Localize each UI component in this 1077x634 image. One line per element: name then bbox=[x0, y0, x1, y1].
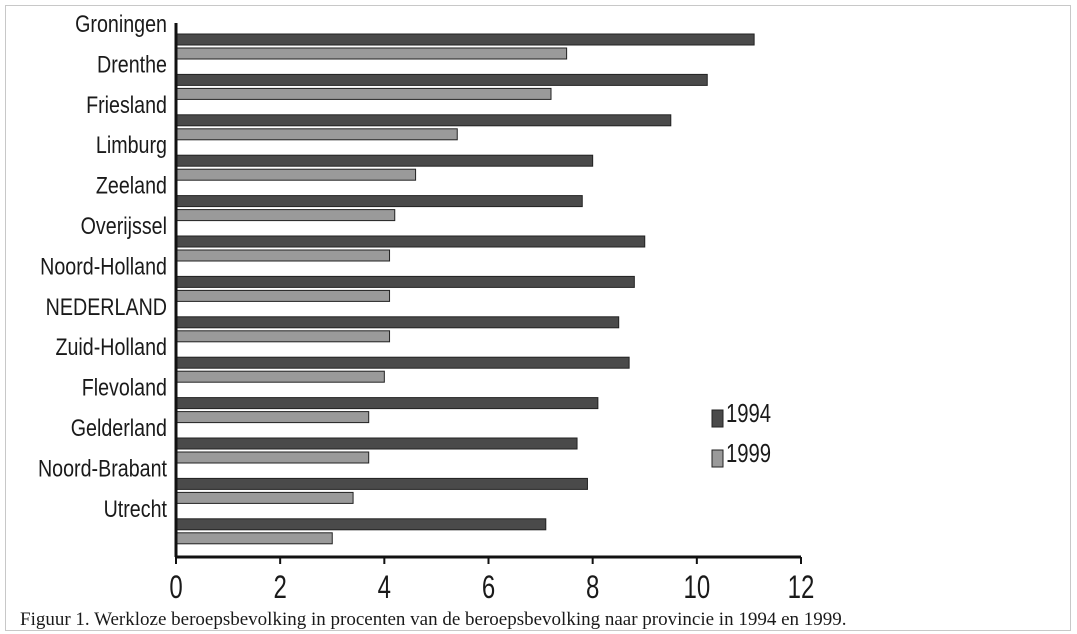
category-label: Zuid-Holland bbox=[55, 333, 167, 360]
bar-1999 bbox=[175, 209, 396, 222]
category-label: Groningen bbox=[75, 10, 167, 37]
bar-1999 bbox=[175, 491, 354, 504]
bar-1994 bbox=[175, 397, 599, 410]
bar-1999 bbox=[175, 532, 333, 545]
x-ticks-group: 0 2 4 6 8 10 12 bbox=[169, 557, 814, 605]
bars-group bbox=[175, 33, 755, 545]
bar-1994 bbox=[175, 33, 755, 46]
category-label: Noord-Holland bbox=[40, 253, 167, 280]
legend-label-1999: 1999 bbox=[726, 439, 771, 468]
bar-1994 bbox=[175, 73, 708, 86]
category-labels: Groningen Drenthe Friesland Limburg Zeeland O… bbox=[38, 10, 167, 522]
x-tick-label: 0 bbox=[169, 569, 182, 605]
category-label: Limburg bbox=[96, 131, 167, 158]
category-label: Gelderland bbox=[71, 414, 167, 441]
bar-1999 bbox=[175, 370, 385, 383]
legend-label-1994: 1994 bbox=[726, 399, 771, 428]
bar-1994 bbox=[175, 477, 588, 490]
bar-1994 bbox=[175, 195, 583, 208]
bar-1999 bbox=[175, 87, 552, 100]
category-label: Friesland bbox=[86, 91, 167, 118]
bar-1994 bbox=[175, 316, 620, 329]
bar-1994 bbox=[175, 114, 672, 127]
category-label: NEDERLAND bbox=[46, 293, 167, 320]
category-label: Zeeland bbox=[96, 172, 167, 199]
bar-1999 bbox=[175, 47, 568, 60]
bar-1994 bbox=[175, 437, 578, 450]
bar-1994 bbox=[175, 518, 547, 531]
bar-1994 bbox=[175, 275, 635, 288]
category-label: Noord-Brabant bbox=[38, 455, 167, 482]
x-tick-label: 10 bbox=[683, 569, 710, 605]
bar-1999 bbox=[175, 411, 370, 424]
category-label: Flevoland bbox=[82, 374, 167, 401]
bar-1994 bbox=[175, 356, 630, 369]
bar-1999 bbox=[175, 128, 458, 141]
bar-1994 bbox=[175, 235, 646, 248]
bar-chart: Groningen Drenthe Friesland Limburg Zeeland O… bbox=[38, 10, 814, 605]
bar-1999 bbox=[175, 451, 370, 464]
bar-1994 bbox=[175, 154, 594, 167]
x-tick-label: 12 bbox=[788, 569, 815, 605]
category-label: Drenthe bbox=[97, 51, 167, 78]
figure-frame: Groningen Drenthe Friesland Limburg Zeeland O… bbox=[5, 5, 1071, 631]
bar-1999 bbox=[175, 168, 417, 181]
legend-swatch-1999 bbox=[711, 449, 724, 468]
bar-1999 bbox=[175, 289, 391, 302]
x-tick-label: 4 bbox=[378, 569, 391, 605]
x-tick-label: 6 bbox=[482, 569, 495, 605]
x-tick-label: 2 bbox=[273, 569, 286, 605]
legend: 1994 1999 bbox=[711, 399, 771, 468]
x-tick-label: 8 bbox=[586, 569, 599, 605]
figure-caption: Figuur 1. Werkloze beroepsbevolking in p… bbox=[20, 609, 847, 630]
category-label: Overijssel bbox=[81, 212, 167, 239]
legend-swatch-1994 bbox=[711, 409, 724, 428]
bar-1999 bbox=[175, 249, 391, 262]
category-label: Utrecht bbox=[104, 495, 167, 522]
bar-1999 bbox=[175, 330, 391, 343]
